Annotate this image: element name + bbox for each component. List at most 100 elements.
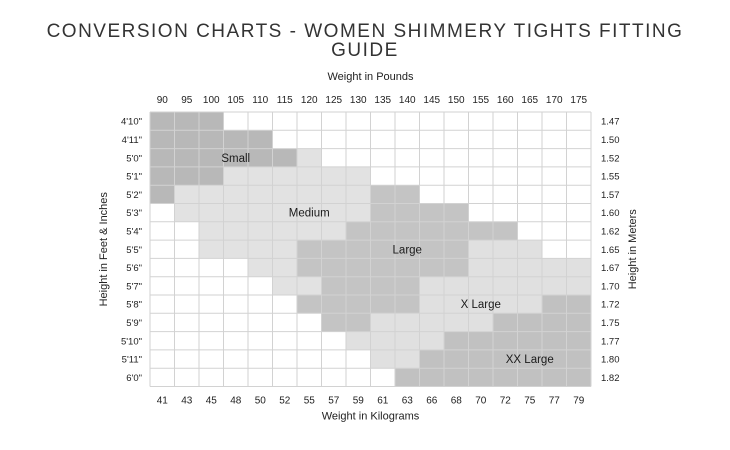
left-axis-label: Height in Feet & Inches bbox=[98, 192, 110, 307]
size-cell-x-large bbox=[468, 240, 493, 259]
size-cell-x-large bbox=[468, 313, 493, 332]
size-cell-medium bbox=[321, 166, 346, 186]
size-cell-small bbox=[199, 112, 224, 131]
size-cell-medium bbox=[199, 203, 224, 222]
top-axis-label: Weight in Pounds bbox=[327, 71, 414, 83]
pound-tick-label: 105 bbox=[227, 95, 244, 106]
size-cell-medium bbox=[223, 203, 248, 222]
kilogram-tick-label: 63 bbox=[402, 396, 414, 407]
size-cell-large bbox=[395, 185, 420, 204]
size-cell-large bbox=[444, 258, 469, 277]
size-cell-medium bbox=[346, 166, 371, 186]
kilogram-tick-label: 59 bbox=[353, 396, 365, 407]
size-cell-small bbox=[150, 130, 175, 149]
size-cell-small bbox=[150, 166, 175, 186]
pound-tick-label: 110 bbox=[252, 95, 268, 106]
size-cell-x-large bbox=[542, 258, 567, 277]
size-cell-large bbox=[493, 221, 518, 241]
size-cell-x-large bbox=[493, 240, 518, 259]
size-cell-x-large bbox=[493, 258, 518, 277]
pound-tick-label: 120 bbox=[301, 95, 318, 106]
size-cell-xx-large bbox=[444, 349, 469, 369]
height-m-tick-label: 1.77 bbox=[601, 336, 620, 347]
size-cell-xx-large bbox=[444, 368, 469, 387]
height-ft-tick-label: 5'1" bbox=[126, 172, 142, 183]
size-cell-medium bbox=[297, 203, 322, 222]
height-ft-tick-label: 6'0" bbox=[126, 373, 142, 384]
size-cell-x-large bbox=[566, 258, 591, 277]
size-cell-large bbox=[346, 240, 371, 259]
size-cell-x-large bbox=[419, 331, 444, 350]
size-cell-xx-large bbox=[566, 349, 591, 369]
size-cell-xx-large bbox=[517, 349, 542, 369]
size-cell-xx-large bbox=[444, 331, 469, 350]
size-cell-medium bbox=[248, 185, 273, 204]
kilogram-tick-label: 57 bbox=[328, 396, 340, 407]
size-cell-medium bbox=[174, 203, 199, 222]
size-cell-large bbox=[346, 221, 371, 241]
size-cell-xx-large bbox=[493, 331, 518, 350]
size-cell-x-large bbox=[566, 276, 591, 295]
size-cell-large bbox=[444, 203, 469, 222]
size-cell-large bbox=[297, 258, 322, 277]
page-title: CONVERSION CHARTS - WOMEN SHIMMERY TIGHT… bbox=[46, 21, 684, 61]
size-cell-medium bbox=[248, 203, 273, 222]
chart-grid bbox=[149, 111, 592, 387]
size-cell-large bbox=[297, 240, 322, 259]
size-cell-medium bbox=[199, 221, 224, 241]
size-cell-xx-large bbox=[566, 295, 591, 314]
height-m-tick-label: 1.75 bbox=[601, 318, 620, 329]
size-cell-large bbox=[321, 258, 346, 277]
size-cell-large bbox=[321, 313, 346, 332]
pound-tick-label: 140 bbox=[399, 95, 416, 106]
size-cell-xx-large bbox=[517, 368, 542, 387]
size-cell-medium bbox=[199, 185, 224, 204]
size-cell-large bbox=[346, 313, 371, 332]
size-cell-x-large bbox=[542, 276, 567, 295]
kilogram-tick-label: 61 bbox=[377, 396, 389, 407]
size-cell-large bbox=[419, 258, 444, 277]
size-cell-large bbox=[444, 240, 469, 259]
size-cell-xx-large bbox=[468, 368, 493, 387]
size-cell-xx-large bbox=[542, 368, 567, 387]
size-cell-medium bbox=[272, 276, 297, 295]
size-cell-medium bbox=[223, 166, 248, 186]
height-ft-tick-label: 4'11" bbox=[122, 135, 142, 146]
size-cell-large bbox=[419, 221, 444, 241]
size-cell-large bbox=[370, 240, 395, 259]
size-cell-x-large bbox=[444, 313, 469, 332]
pound-tick-label: 130 bbox=[350, 95, 367, 106]
kilogram-tick-label: 77 bbox=[549, 396, 561, 407]
size-cell-xx-large bbox=[517, 331, 542, 350]
size-cell-small bbox=[223, 148, 248, 167]
size-cell-large bbox=[395, 203, 420, 222]
size-cell-medium bbox=[297, 185, 322, 204]
chart-labels: 90 95 100 105 110 115 120 125 130 135 140 145 150 155… bbox=[98, 71, 639, 423]
height-ft-tick-label: 5'7" bbox=[126, 281, 142, 292]
size-cell-x-large bbox=[493, 276, 518, 295]
size-cell-small bbox=[174, 166, 199, 186]
size-cell-small bbox=[248, 130, 273, 149]
size-cell-large bbox=[395, 295, 420, 314]
height-ft-tick-label: 5'4" bbox=[126, 226, 142, 237]
size-cell-large bbox=[346, 295, 371, 314]
size-cell-medium bbox=[272, 166, 297, 186]
height-m-tick-label: 1.60 bbox=[601, 208, 620, 219]
height-ft-tick-label: 5'11" bbox=[122, 355, 142, 366]
size-cell-x-large bbox=[419, 276, 444, 295]
size-cell-medium bbox=[223, 221, 248, 241]
pound-tick-label: 160 bbox=[497, 95, 514, 106]
height-m-tick-label: 1.65 bbox=[601, 245, 620, 256]
height-ft-tick-label: 5'3" bbox=[126, 208, 142, 219]
size-cell-medium bbox=[272, 203, 297, 222]
size-cell-x-large bbox=[444, 295, 469, 314]
pound-tick-label: 145 bbox=[423, 95, 440, 106]
size-cell-x-large bbox=[517, 295, 542, 314]
size-label: X Large bbox=[461, 299, 501, 311]
size-cell-small bbox=[150, 112, 175, 131]
size-cell-small bbox=[150, 148, 175, 167]
size-cell-x-large bbox=[395, 313, 420, 332]
kilogram-tick-label: 50 bbox=[255, 396, 267, 407]
kilogram-tick-label: 79 bbox=[573, 396, 585, 407]
size-cell-medium bbox=[321, 221, 346, 241]
